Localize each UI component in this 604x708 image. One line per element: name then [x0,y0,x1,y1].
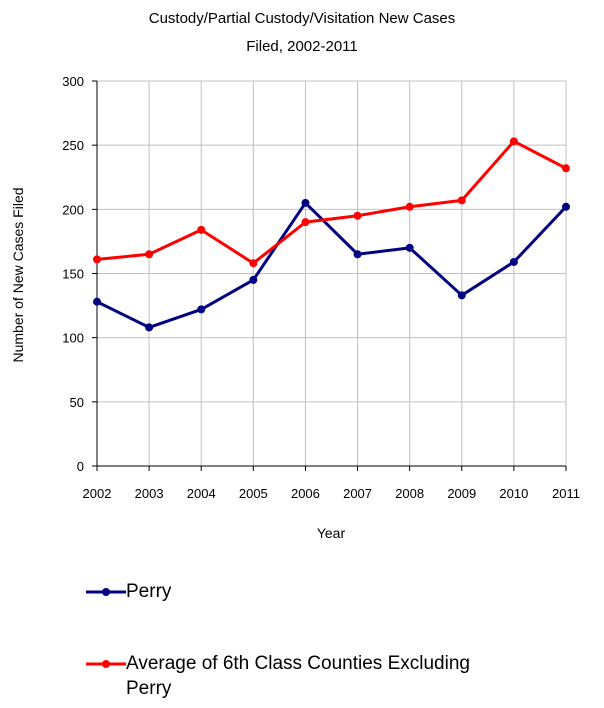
y-tick-label-150: 150 [62,267,84,282]
legend-swatch-average-6th-class [86,660,126,668]
x-tick-label-2011: 2011 [552,486,580,501]
y-axis-ticks: 0 50 100 150 200 250 300 [62,74,97,474]
data-point-perry-2010 [509,257,518,266]
data-point-average-6th-class-2011 [562,164,570,173]
y-tick-label-250: 250 [62,138,84,153]
data-point-perry-2004 [197,305,206,314]
legend-label-average-line-1: Average of 6th Class Counties Excluding [126,653,470,674]
legend-label-average-6th-class: Average of 6th Class Counties Excluding … [126,651,601,701]
x-axis-ticks: 2002 2003 2004 2005 2006 2007 2008 2009 2010 2011 [83,466,580,501]
x-tick-label-2010: 2010 [499,486,528,501]
data-point-perry-2007 [353,250,362,259]
series-line-perry [96,201,568,329]
data-point-average-6th-class-2007 [353,211,362,220]
data-point-perry-2002 [93,297,101,306]
legend-label-perry: Perry [126,581,172,602]
data-point-perry-2011 [562,202,570,211]
series-line-average-6th-class [96,139,567,265]
x-tick-label-2009: 2009 [447,486,476,501]
x-tick-label-2002: 2002 [83,486,112,501]
data-point-average-6th-class-2006 [301,218,310,227]
series-group [93,137,570,332]
legend-label-average-line-2: Perry [126,678,172,699]
y-axis-title: Number of New Cases Filed [10,187,26,362]
x-tick-label-2008: 2008 [395,486,424,501]
data-point-average-6th-class-2008 [405,202,414,211]
x-tick-label-2003: 2003 [135,486,164,501]
legend-swatch-perry [86,588,126,596]
data-point-average-6th-class-2003 [145,250,154,259]
y-tick-label-0: 0 [77,459,84,474]
data-point-average-6th-class-2002 [93,255,101,264]
x-tick-label-2006: 2006 [291,486,320,501]
chart-title-line-2: Filed, 2002-2011 [246,38,357,55]
line-chart: Custody/Partial Custody/Visitation New C… [10,10,580,541]
y-tick-label-50: 50 [70,395,84,410]
data-point-perry-2003 [145,323,154,332]
x-tick-label-2004: 2004 [187,486,216,501]
data-point-perry-2005 [249,275,258,284]
gridlines [97,80,567,466]
y-tick-label-200: 200 [62,202,84,217]
chart-title-line-1: Custody/Partial Custody/Visitation New C… [149,10,456,27]
data-point-perry-2009 [457,291,466,300]
x-tick-label-2007: 2007 [343,486,372,501]
y-tick-label-100: 100 [62,331,84,346]
x-axis-title: Year [317,525,346,541]
data-point-perry-2006 [301,198,310,207]
x-tick-label-2005: 2005 [239,486,268,501]
y-tick-label-300: 300 [62,74,84,89]
data-point-average-6th-class-2005 [249,259,258,268]
data-point-average-6th-class-2009 [457,196,466,205]
data-point-average-6th-class-2010 [509,137,518,146]
data-point-average-6th-class-2004 [197,225,206,234]
data-point-perry-2008 [405,243,414,252]
